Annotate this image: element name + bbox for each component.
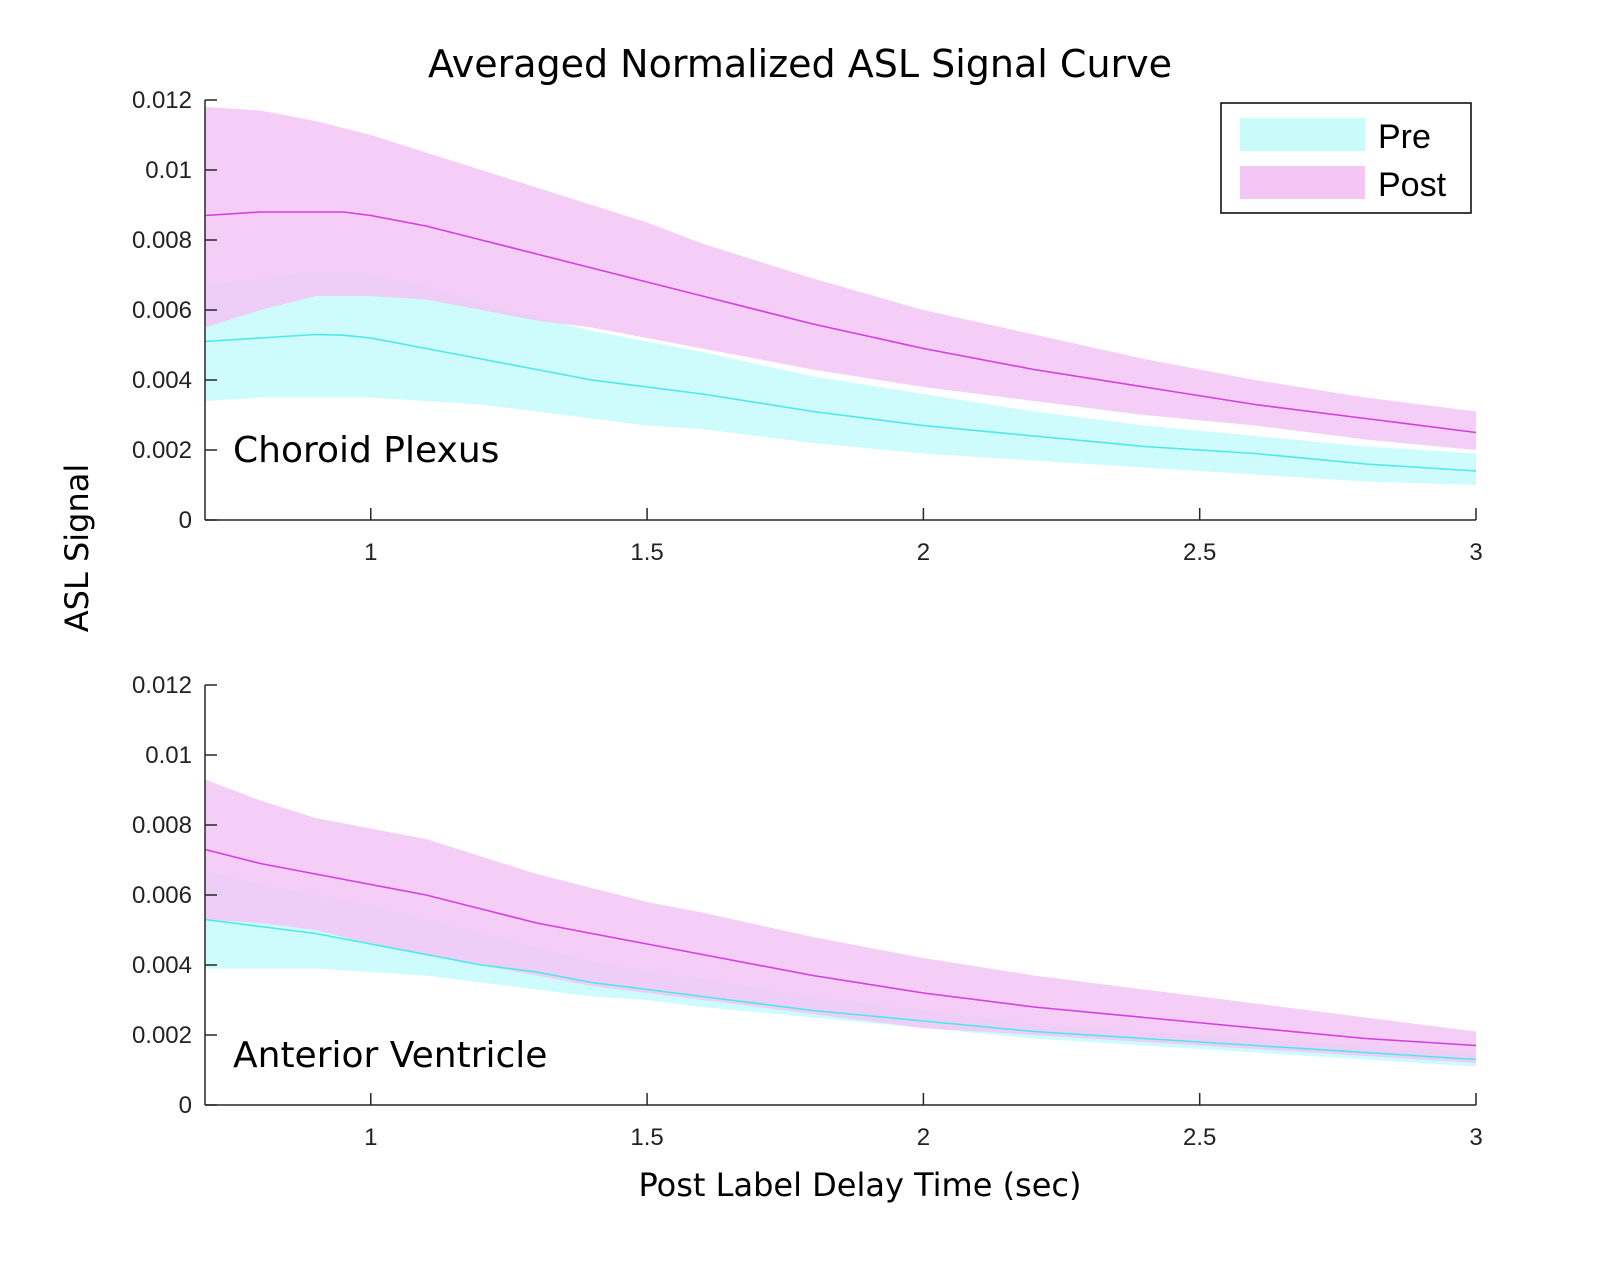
- y-tick-label-panel-1: 0.002: [132, 437, 192, 464]
- legend-post-swatch: [1240, 166, 1365, 199]
- y-tick-label-panel-2: 0.008: [132, 812, 192, 839]
- band-post-panel-2: [205, 779, 1476, 1063]
- y-tick-label-panel-1: 0.008: [132, 227, 192, 254]
- x-tick-label-panel-1: 2: [917, 539, 930, 566]
- panel-label-1: Choroid Plexus: [233, 430, 499, 471]
- mean-line-pre-panel-1: [204, 333, 1477, 472]
- legend: Pre Post: [1220, 102, 1472, 214]
- x-tick-label-panel-2: 2: [917, 1124, 930, 1151]
- chart-title: Averaged Normalized ASL Signal Curve: [428, 42, 1172, 86]
- legend-pre-label: Pre: [1378, 118, 1431, 156]
- y-tick-label-panel-1: 0: [179, 507, 192, 534]
- x-tick-label-panel-1: 1.5: [630, 539, 663, 566]
- y-axis-title: ASL Signal: [58, 464, 96, 633]
- x-tick-label-panel-2: 3: [1469, 1124, 1482, 1151]
- x-tick-label-panel-2: 1.5: [630, 1124, 663, 1151]
- mean-line-post-panel-1: [204, 211, 1477, 434]
- y-tick-label-panel-1: 0.004: [132, 367, 192, 394]
- panel-label-2: Anterior Ventricle: [233, 1035, 547, 1076]
- y-tick-label-panel-2: 0.006: [132, 882, 192, 909]
- x-tick-label-panel-2: 2.5: [1183, 1124, 1216, 1151]
- panel-anterior-ventricle: 0 0.002 0.004 0.006 0.008 0.01 0.012 1 1.5 2 2.5 3 A…: [132, 672, 1483, 1151]
- x-tick-label-panel-1: 3: [1469, 539, 1482, 566]
- y-tick-label-panel-1: 0.006: [132, 297, 192, 324]
- y-tick-label-panel-1: 0.01: [145, 157, 192, 184]
- legend-post-label: Post: [1378, 166, 1447, 204]
- mean-line-post-panel-2: [204, 848, 1477, 1047]
- y-tick-label-panel-2: 0.004: [132, 952, 192, 979]
- y-tick-label-panel-2: 0: [179, 1092, 192, 1119]
- x-tick-label-panel-2: 1: [364, 1124, 377, 1151]
- panel-choroid-plexus: 0 0.002 0.004 0.006 0.008 0.01 0.012 1 1.5 2 2.5 3 C…: [132, 87, 1483, 566]
- mean-line-pre-panel-2: [204, 918, 1477, 1061]
- x-axis-title: Post Label Delay Time (sec): [639, 1166, 1082, 1204]
- legend-pre-swatch: [1240, 118, 1365, 151]
- y-tick-label-panel-1: 0.012: [132, 87, 192, 114]
- x-tick-label-panel-1: 1: [364, 539, 377, 566]
- y-tick-label-panel-2: 0.01: [145, 742, 192, 769]
- x-tick-label-panel-1: 2.5: [1183, 539, 1216, 566]
- y-tick-label-panel-2: 0.002: [132, 1022, 192, 1049]
- y-tick-label-panel-2: 0.012: [132, 672, 192, 699]
- band-post-panel-1: [205, 107, 1476, 450]
- band-pre-panel-1: [205, 271, 1476, 485]
